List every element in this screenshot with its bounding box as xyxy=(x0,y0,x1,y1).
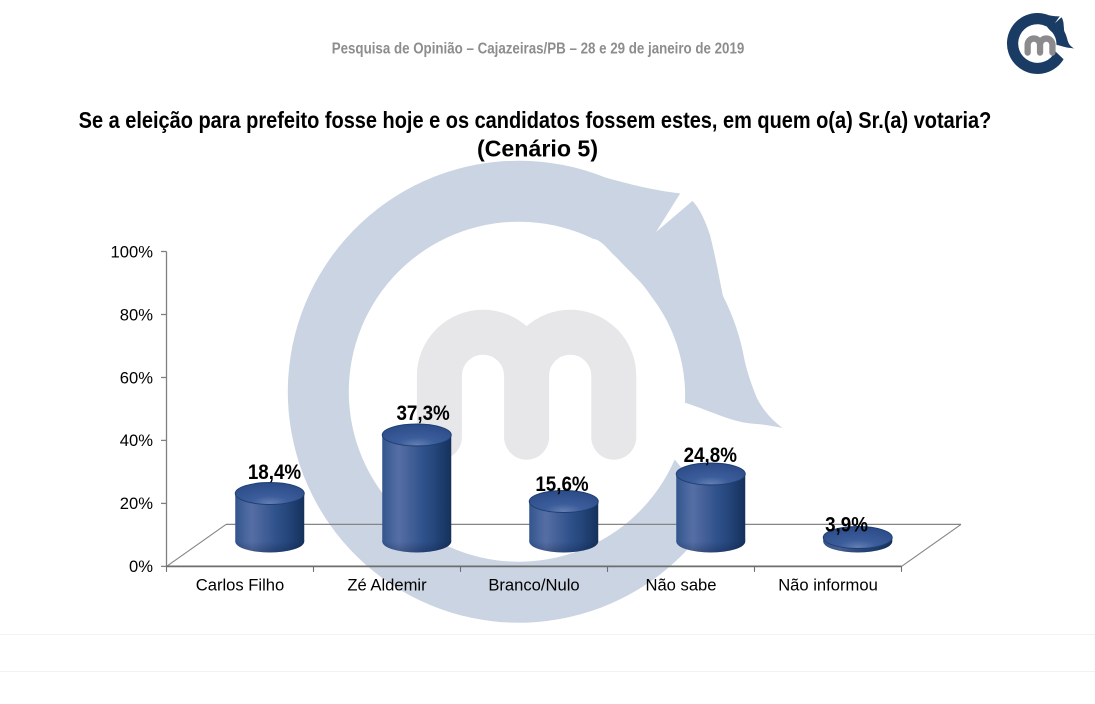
svg-text:Se a eleição para prefeito fos: Se a eleição para prefeito fosse hoje e … xyxy=(79,106,992,133)
svg-text:Branco/Nulo: Branco/Nulo xyxy=(488,575,579,594)
svg-text:24,8%: 24,8% xyxy=(684,444,737,467)
svg-text:(Cenário 5): (Cenário 5) xyxy=(477,135,598,161)
svg-text:Não sabe: Não sabe xyxy=(645,575,716,594)
svg-text:15,6%: 15,6% xyxy=(535,473,588,496)
svg-text:3,9%: 3,9% xyxy=(825,513,868,536)
svg-text:0%: 0% xyxy=(129,557,153,576)
svg-text:Não informou: Não informou xyxy=(778,575,878,594)
svg-text:Zé Aldemir: Zé Aldemir xyxy=(347,575,427,594)
svg-text:18,4%: 18,4% xyxy=(248,461,301,484)
svg-text:Pesquisa de Opinião – Cajazeir: Pesquisa de Opinião – Cajazeiras/PB – 28… xyxy=(332,41,745,58)
svg-text:100%: 100% xyxy=(111,242,154,261)
svg-text:37,3%: 37,3% xyxy=(396,402,449,425)
svg-text:60%: 60% xyxy=(120,368,153,387)
svg-text:80%: 80% xyxy=(120,305,153,324)
svg-text:Carlos Filho: Carlos Filho xyxy=(196,575,285,594)
svg-text:20%: 20% xyxy=(120,494,153,513)
svg-text:40%: 40% xyxy=(120,431,153,450)
